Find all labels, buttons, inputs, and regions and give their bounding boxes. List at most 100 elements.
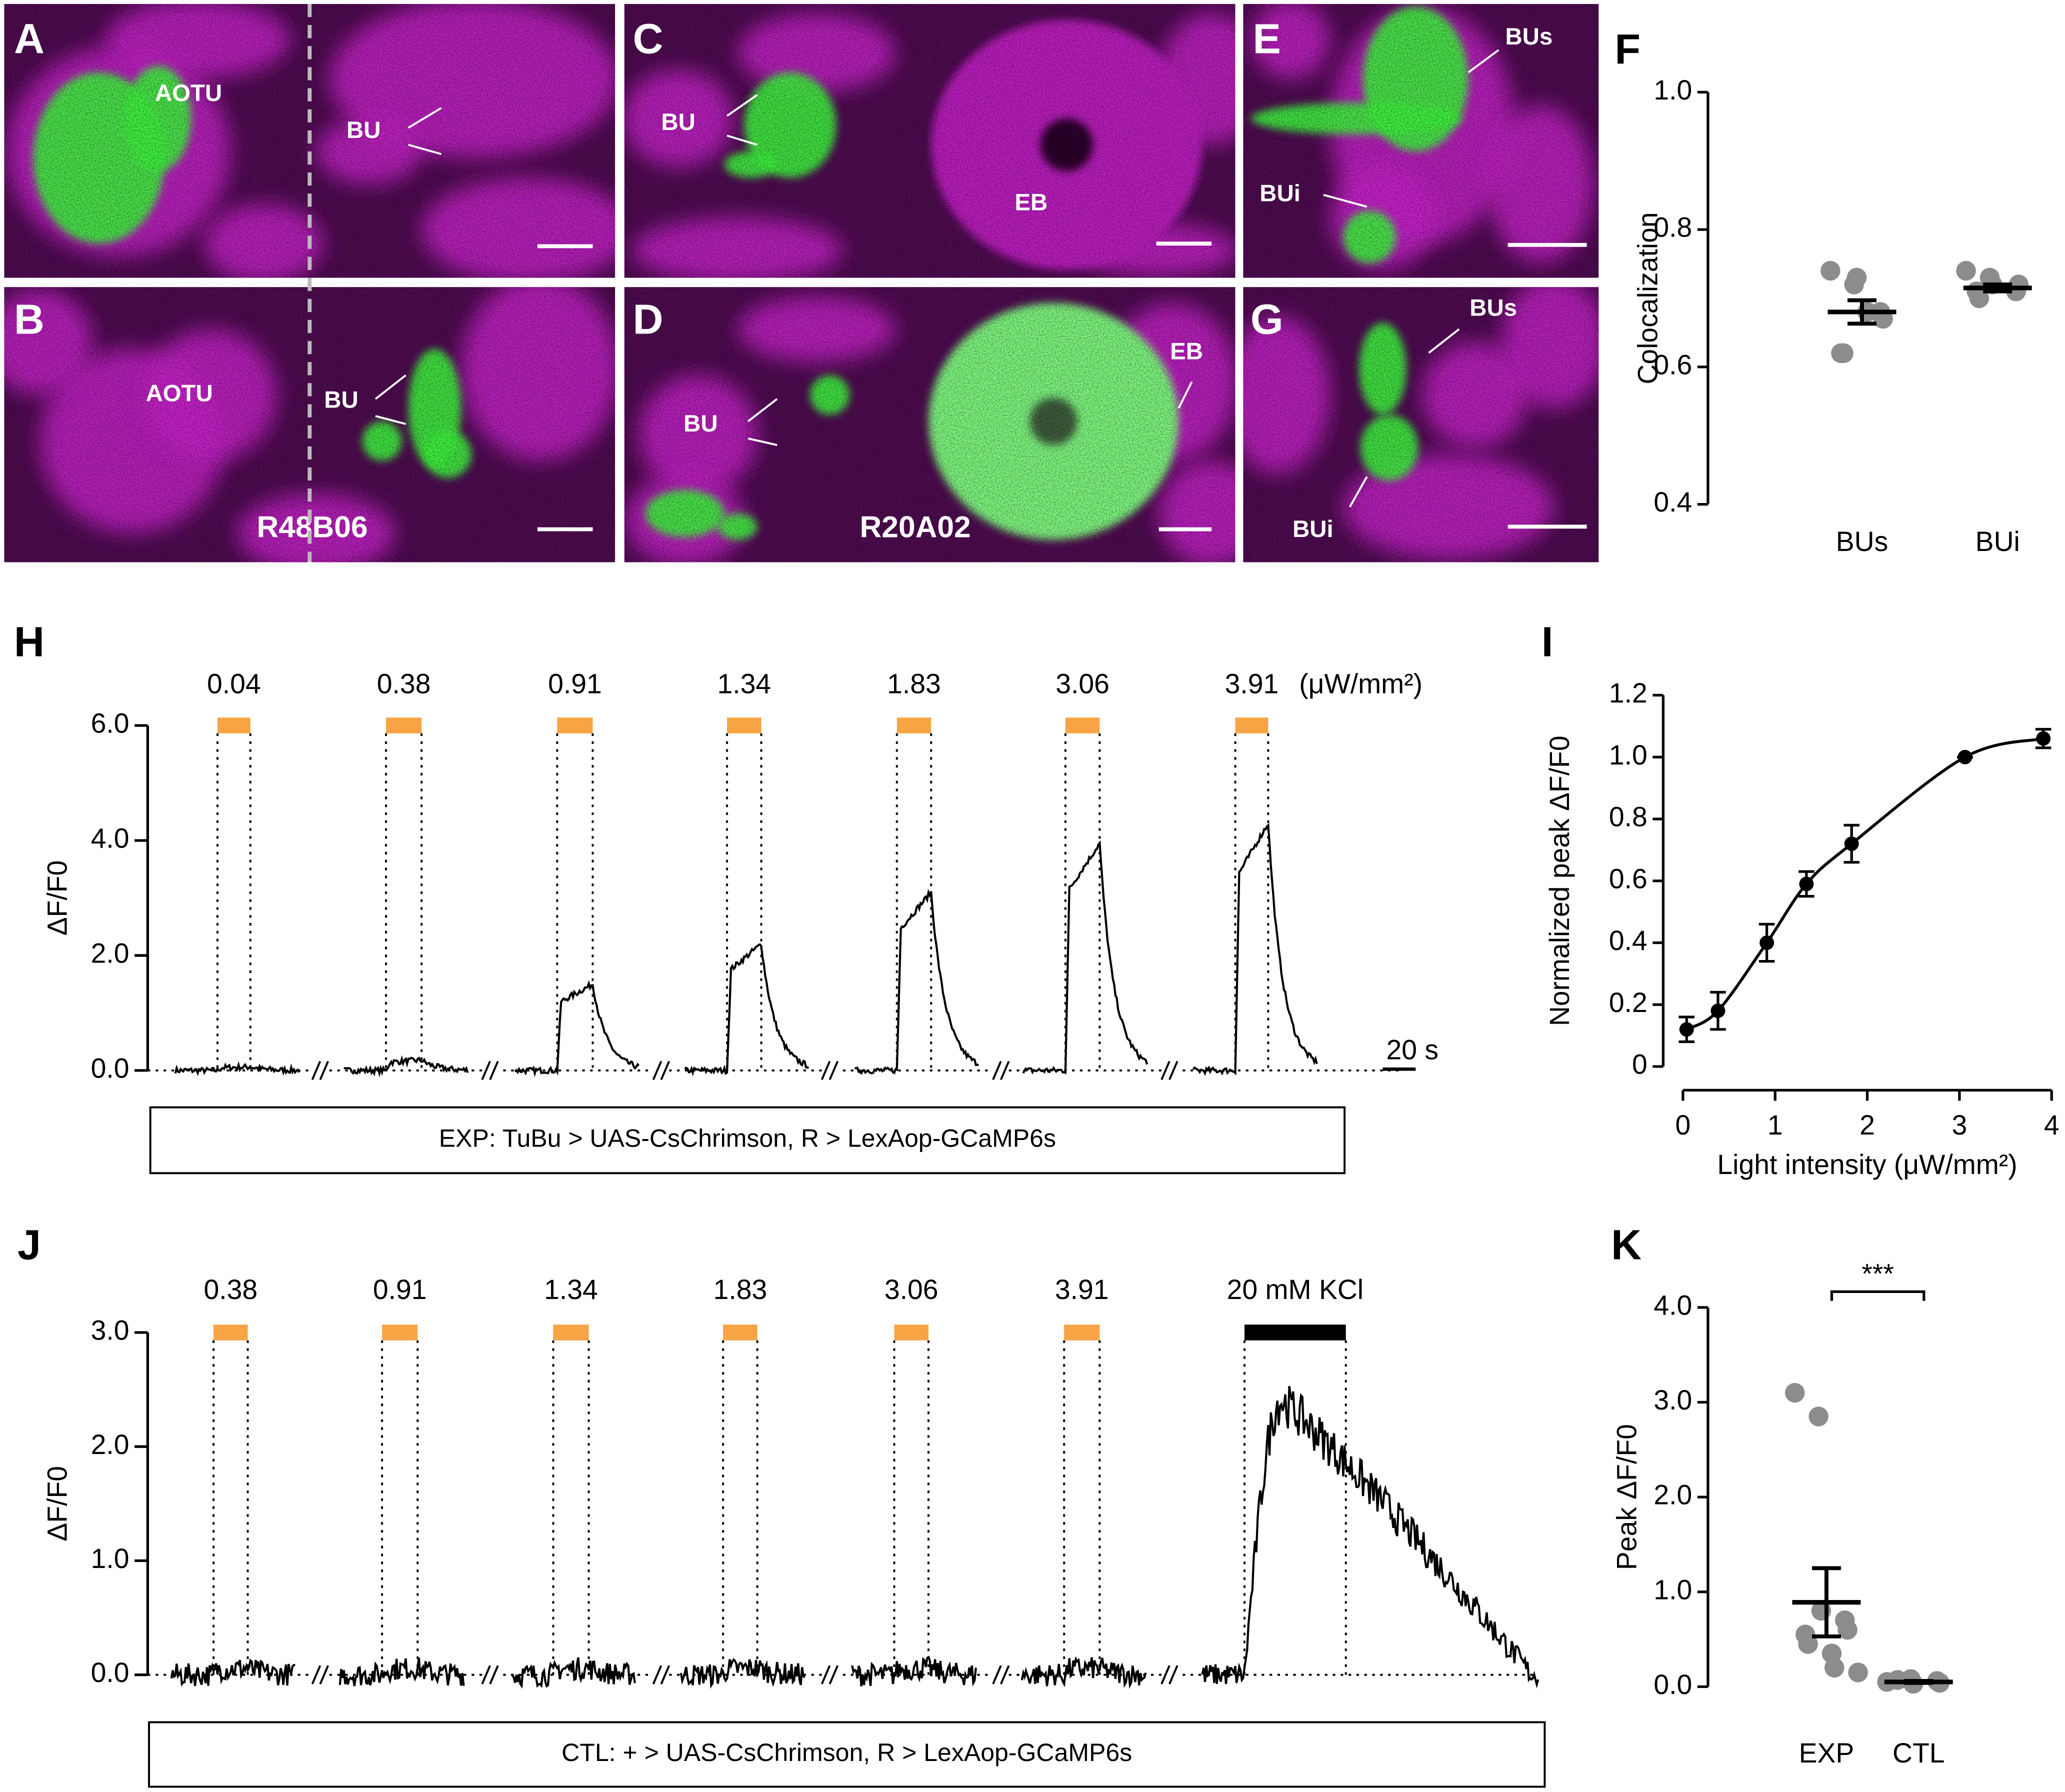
axis-break [660, 1060, 670, 1080]
stimulus-label: 3.06 [884, 1274, 938, 1305]
pointer [1348, 476, 1368, 508]
y-tick-label: 0.8 [1609, 802, 1648, 832]
stimulus-bar [1064, 1324, 1100, 1340]
x-tick-label: 0 [1675, 1110, 1690, 1140]
panel-letter: J [18, 1222, 41, 1268]
data-point [1710, 1004, 1726, 1018]
response-trace [854, 888, 980, 1075]
grain [624, 4, 1236, 278]
image-label: AOTU [146, 380, 212, 407]
data-point [1799, 876, 1814, 892]
stimulus-bar [896, 718, 932, 734]
y-tick-label: 0.4 [1654, 486, 1692, 518]
y-tick-label: 4.0 [1654, 1290, 1692, 1321]
panel-letter: I [1542, 618, 1553, 666]
y-tick-label: 0.6 [1609, 863, 1648, 894]
panel-letter: C [633, 16, 664, 62]
axis-break [652, 1060, 662, 1080]
y-tick-label: 3.0 [1654, 1384, 1692, 1416]
micrograph [624, 4, 1236, 278]
genotype: EXP: TuBu > UAS-CsChrimson, R > LexAop-G… [439, 1124, 1056, 1152]
data-point [1808, 1406, 1828, 1426]
panel-letter: G [1250, 296, 1284, 342]
micrograph [1243, 4, 1599, 278]
y-tick-label: 3.0 [91, 1315, 130, 1346]
pointer [726, 134, 758, 146]
image-label: BUi [1260, 180, 1300, 206]
data-point [1958, 750, 1972, 764]
response-trace [1201, 1386, 1540, 1688]
genotype: CTL: + > UAS-CsChrimson, R > LexAop-GCaM… [562, 1738, 1132, 1766]
image-label: AOTU [155, 80, 222, 106]
pointer [408, 144, 442, 156]
axis-break [481, 1665, 491, 1684]
image-label: EB [1014, 190, 1048, 216]
y-tick-label: 1.2 [1609, 678, 1648, 708]
image-label: BU [684, 410, 718, 437]
stimulus-label: 1.34 [717, 668, 771, 700]
data-point [1824, 1658, 1844, 1678]
stimulus-label: 20 mM KCl [1227, 1274, 1364, 1305]
response-trace [338, 1658, 465, 1686]
grain [1243, 4, 1599, 278]
data-point [1846, 268, 1867, 288]
panel-letter: K [1611, 1222, 1642, 1268]
response-trace [684, 943, 810, 1076]
response-trace [170, 1658, 296, 1686]
x-tick-label: CTL [1892, 1738, 1944, 1768]
axis-break [820, 1060, 831, 1080]
data-point [2036, 731, 2051, 746]
axis-break [1168, 1060, 1178, 1080]
y-axis-label: Normalized peak ΔF/F0 [1544, 736, 1575, 1026]
image-label: BUs [1505, 24, 1552, 50]
x-tick-label: 2 [1860, 1110, 1875, 1140]
y-tick-label: 0 [1632, 1049, 1648, 1080]
pointer [1428, 328, 1460, 354]
data-point [1820, 260, 1840, 281]
data-point [1798, 1634, 1818, 1654]
panel-letter: A [14, 16, 44, 62]
axis-break [319, 1060, 329, 1080]
response-trace [344, 1055, 469, 1078]
panel-letter: H [14, 618, 44, 666]
axis-break [311, 1665, 322, 1684]
data-point [1838, 1620, 1858, 1640]
data-point [1834, 343, 1854, 364]
stimulus-bar [553, 1324, 589, 1340]
y-axis-label: ΔF/F0 [42, 1466, 73, 1542]
axis-break [1000, 1665, 1010, 1684]
response-trace [1022, 840, 1148, 1075]
axis-break [820, 1665, 831, 1684]
pointer [1468, 49, 1500, 74]
y-tick-label: 0.6 [1654, 349, 1692, 380]
axis-break [311, 1060, 322, 1080]
pointer [748, 437, 778, 446]
pointer [1178, 381, 1193, 409]
axis-break [992, 1060, 1002, 1080]
response-trace [1192, 822, 1318, 1076]
y-tick-label: 1.0 [91, 1543, 130, 1574]
y-axis-label: Colocalization [1632, 212, 1664, 384]
data-point [1679, 1022, 1694, 1037]
stimulus-label: 1.83 [714, 1274, 768, 1305]
stimulus-bar [723, 1324, 758, 1340]
image-label: R48B06 [256, 510, 368, 544]
pointer [408, 107, 442, 129]
pointer [374, 374, 406, 400]
stimulus-label: 1.34 [544, 1274, 598, 1305]
panel-letter: D [633, 296, 664, 342]
data-point [1848, 1662, 1868, 1682]
y-tick-label: 2.0 [91, 938, 130, 969]
y-tick-label: 0.0 [91, 1657, 130, 1688]
panel-letter: E [1253, 16, 1281, 62]
x-tick-label: 4 [2044, 1110, 2060, 1140]
stimulus-bar [1235, 718, 1268, 734]
grain [624, 287, 1236, 562]
stimulus-label: 3.91 [1055, 1274, 1109, 1305]
unit-label: (μW/mm²) [1299, 668, 1422, 700]
axis-break [1160, 1665, 1170, 1684]
scale-bar-label: 20 s [1386, 1034, 1438, 1066]
pointer [726, 94, 758, 117]
axis-break [1160, 1060, 1170, 1080]
